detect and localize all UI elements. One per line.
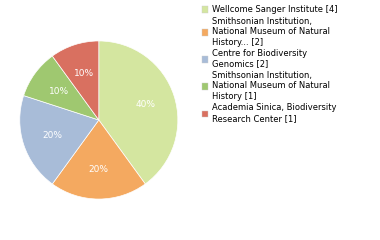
Wedge shape (99, 41, 178, 184)
Wedge shape (20, 96, 99, 184)
Wedge shape (52, 41, 99, 120)
Text: 40%: 40% (135, 100, 155, 109)
Text: 20%: 20% (89, 164, 109, 174)
Legend: Wellcome Sanger Institute [4], Smithsonian Institution,
National Museum of Natur: Wellcome Sanger Institute [4], Smithsoni… (201, 5, 337, 123)
Text: 10%: 10% (49, 87, 69, 96)
Text: 20%: 20% (42, 131, 62, 140)
Text: 10%: 10% (74, 69, 94, 78)
Wedge shape (52, 120, 145, 199)
Wedge shape (24, 56, 99, 120)
